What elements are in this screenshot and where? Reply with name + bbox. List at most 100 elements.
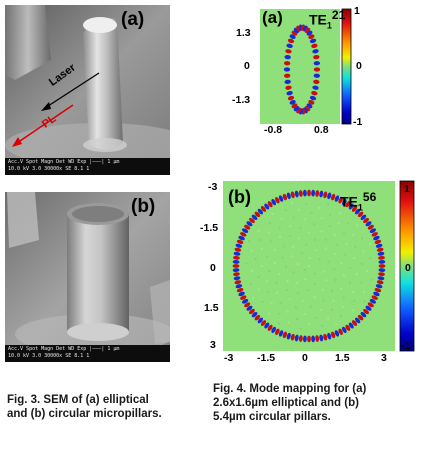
field-speckle — [257, 229, 260, 232]
field-speckle — [303, 312, 306, 315]
mode-b-lobe — [341, 326, 347, 334]
fig3-caption-line: and (b) circular micropillars. — [7, 408, 162, 420]
mode-b-lobe — [315, 190, 320, 197]
mode-b-lobe — [233, 276, 241, 281]
field-speckle — [348, 281, 351, 284]
field-speckle — [369, 242, 372, 245]
mode-b-lobe — [327, 332, 332, 340]
mode-b-lobe — [249, 308, 255, 315]
field-speckle — [352, 233, 355, 237]
field-speckle — [354, 245, 357, 248]
mode-b-lobe — [367, 302, 374, 308]
mode-b-lobe — [236, 239, 244, 245]
mode-b-lobe — [315, 335, 320, 342]
mode-label-a: TE121 — [309, 8, 345, 30]
field-speckle — [249, 283, 253, 286]
mode-b-lobe — [371, 232, 378, 237]
mode-b-lobe — [235, 284, 243, 289]
field-speckle — [319, 308, 322, 311]
field-speckle — [322, 270, 325, 273]
mode-a-lobe — [313, 61, 321, 66]
field-speckle — [261, 247, 264, 250]
field-speckle — [346, 222, 350, 225]
field-speckle — [290, 201, 294, 204]
colorbar-tick: 1 — [404, 183, 410, 195]
fig3-caption-line: Fig. 3. SEM of (a) elliptical — [7, 394, 149, 406]
mode-b-lobe — [232, 268, 240, 272]
field-speckle — [291, 245, 295, 248]
mode-b-lobe — [254, 211, 261, 218]
field-speckle — [305, 243, 308, 246]
fig3-caption: Fig. 3. SEM of (a) elliptical and (b) ci… — [7, 393, 162, 421]
field-speckle — [307, 322, 311, 326]
mode-b-lobe — [373, 235, 380, 241]
mode-b-lobe — [323, 191, 328, 199]
mode-a-lobe — [287, 95, 295, 101]
mode-b-lobe — [341, 198, 347, 206]
field-speckle — [284, 209, 287, 212]
mode-b-lobe — [348, 322, 354, 329]
mode-b-lobe — [345, 324, 351, 331]
mode-map-elliptical-plot — [260, 8, 352, 125]
sem-image-elliptical: (a) Laser PL Acc.V Spot Magn Det WD Exp … — [5, 5, 170, 175]
mode-a-lobe — [286, 43, 293, 49]
mode-b-lobe — [374, 239, 382, 245]
field-speckle — [370, 278, 373, 281]
mode-a-lobe — [289, 34, 296, 39]
mode-b-lobe — [238, 235, 245, 241]
field-speckle — [338, 212, 341, 215]
x-tick: -1.5 — [257, 352, 276, 364]
mode-a-lobe — [309, 38, 317, 44]
field-speckle — [342, 296, 345, 299]
mode-b-lobe — [257, 317, 264, 324]
field-speckle — [297, 237, 300, 240]
field-speckle — [339, 314, 342, 318]
x-tick: -0.8 — [264, 124, 283, 136]
field-speckle — [340, 262, 343, 265]
field-speckle — [268, 270, 271, 273]
field-speckle — [322, 299, 325, 302]
mode-b-lobe — [307, 335, 311, 343]
mode-map-elliptical: (a) TE121 1.3 0 -1.3 -0.8 0.8 1 0 -1 — [230, 5, 425, 140]
mode-b-lobe — [240, 295, 247, 300]
colorbar-tick: 1 — [354, 5, 360, 17]
mode-b-lobe — [278, 195, 284, 202]
field-speckle — [321, 324, 324, 327]
mode-b-lobe — [234, 280, 242, 285]
fig4-caption: Fig. 4. Mode mapping for (a) 2.6x1.6µm e… — [213, 382, 366, 424]
field-speckle — [315, 248, 318, 252]
scalebar-values: 10.0 kV 3.0 30000x SE 8.1 1 — [8, 353, 90, 359]
colorbar — [341, 8, 352, 125]
field-speckle — [362, 290, 365, 293]
mode-b-lobe — [241, 298, 249, 304]
mode-a-lobe — [283, 67, 291, 72]
mode-b-lobe — [319, 190, 324, 198]
mode-a-lobe — [286, 90, 293, 96]
field-speckle — [284, 265, 288, 269]
mode-b-lobe — [354, 317, 361, 324]
fig4-caption-line: 2.6x1.6µm elliptical and (b) — [213, 397, 359, 409]
field-speckle — [342, 274, 345, 277]
scalebar-text: Acc.V Spot Magn Det WD Exp |———| 1 µm — [8, 159, 120, 165]
field-speckle — [353, 299, 356, 302]
mode-b-lobe — [298, 335, 303, 342]
mode-b-lobe — [378, 264, 386, 268]
y-tick: 1.3 — [236, 27, 251, 39]
mode-map-a-letter: (a) — [262, 8, 283, 27]
mode-b-lobe — [260, 206, 267, 212]
field-speckle — [325, 279, 328, 282]
y-tick: 0 — [244, 60, 250, 72]
y-tick: 3 — [210, 339, 216, 351]
mode-b-lobe — [294, 334, 299, 342]
mode-b-lobe — [377, 251, 385, 256]
field-speckle — [280, 217, 283, 220]
mode-a-lobe — [285, 85, 292, 90]
mode-b-lobe — [311, 335, 315, 343]
fig4-caption-line: Fig. 4. Mode mapping for (a) — [213, 383, 367, 395]
mode-b-lobe — [363, 308, 369, 315]
colorbar — [399, 180, 415, 352]
mode-b-lobe — [378, 255, 385, 260]
mode-b-lobe — [290, 333, 295, 341]
field-speckle — [353, 256, 356, 260]
mode-b-lobe — [233, 255, 240, 260]
